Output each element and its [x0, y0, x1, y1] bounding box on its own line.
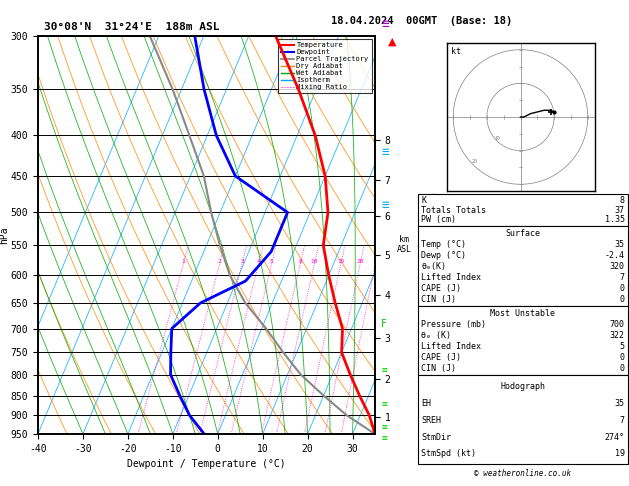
Text: Totals Totals: Totals Totals	[421, 206, 486, 215]
Text: 5: 5	[620, 342, 625, 351]
Text: 0: 0	[620, 364, 625, 373]
X-axis label: Dewpoint / Temperature (°C): Dewpoint / Temperature (°C)	[127, 459, 286, 469]
Text: 322: 322	[610, 331, 625, 340]
Text: 7: 7	[620, 416, 625, 425]
Text: 3: 3	[240, 259, 244, 263]
Text: -2.4: -2.4	[605, 251, 625, 260]
Text: CAPE (J): CAPE (J)	[421, 353, 461, 362]
Text: Hodograph: Hodograph	[501, 382, 545, 392]
Text: CIN (J): CIN (J)	[421, 295, 456, 304]
Text: 35: 35	[615, 399, 625, 408]
Text: ≡: ≡	[381, 199, 389, 212]
Text: 0: 0	[620, 295, 625, 304]
Text: 18.04.2024  00GMT  (Base: 18): 18.04.2024 00GMT (Base: 18)	[331, 16, 512, 26]
Text: K: K	[421, 196, 426, 205]
Text: 30°08'N  31°24'E  188m ASL: 30°08'N 31°24'E 188m ASL	[44, 22, 220, 32]
Text: kt: kt	[451, 48, 461, 56]
Text: © weatheronline.co.uk: © weatheronline.co.uk	[474, 469, 572, 478]
Text: Mixing Ratio (g/kg): Mixing Ratio (g/kg)	[431, 191, 440, 279]
Text: 320: 320	[610, 262, 625, 271]
Text: Lifted Index: Lifted Index	[421, 273, 481, 282]
Text: Temp (°C): Temp (°C)	[421, 240, 466, 249]
Legend: Temperature, Dewpoint, Parcel Trajectory, Dry Adiabat, Wet Adiabat, Isotherm, Mi: Temperature, Dewpoint, Parcel Trajectory…	[279, 39, 372, 93]
Text: ▲: ▲	[387, 37, 396, 47]
Text: ≡: ≡	[381, 399, 387, 409]
Text: 7: 7	[620, 273, 625, 282]
Text: 0: 0	[620, 284, 625, 293]
Text: Pressure (mb): Pressure (mb)	[421, 320, 486, 329]
Text: 20: 20	[472, 159, 477, 164]
Text: F: F	[381, 319, 387, 329]
Text: 20: 20	[357, 259, 364, 263]
Text: CAPE (J): CAPE (J)	[421, 284, 461, 293]
Text: 4: 4	[257, 259, 260, 263]
Text: 37: 37	[615, 206, 625, 215]
Text: SREH: SREH	[421, 416, 441, 425]
Text: 700: 700	[610, 320, 625, 329]
Text: 0: 0	[620, 353, 625, 362]
Text: 15: 15	[337, 259, 345, 263]
Y-axis label: km
ASL: km ASL	[397, 235, 412, 254]
Text: ≡: ≡	[381, 18, 389, 31]
Text: 1: 1	[182, 259, 186, 263]
Text: 1.35: 1.35	[605, 215, 625, 225]
Y-axis label: hPa: hPa	[0, 226, 9, 244]
Text: 8: 8	[299, 259, 302, 263]
Text: θₑ (K): θₑ (K)	[421, 331, 451, 340]
Text: Surface: Surface	[506, 229, 540, 238]
Text: 19: 19	[615, 450, 625, 458]
Text: StmSpd (kt): StmSpd (kt)	[421, 450, 476, 458]
Text: StmDir: StmDir	[421, 433, 451, 442]
Text: 8: 8	[620, 196, 625, 205]
Text: Most Unstable: Most Unstable	[491, 309, 555, 318]
Text: 35: 35	[615, 240, 625, 249]
Text: ≡: ≡	[381, 433, 387, 443]
Text: PW (cm): PW (cm)	[421, 215, 456, 225]
Text: Lifted Index: Lifted Index	[421, 342, 481, 351]
Text: 10: 10	[495, 136, 501, 141]
Text: ≡: ≡	[381, 422, 387, 432]
Text: 274°: 274°	[605, 433, 625, 442]
Text: Dewp (°C): Dewp (°C)	[421, 251, 466, 260]
Text: 5: 5	[270, 259, 274, 263]
Text: CIN (J): CIN (J)	[421, 364, 456, 373]
Text: 10: 10	[311, 259, 318, 263]
Text: 2: 2	[218, 259, 221, 263]
Text: ≡: ≡	[381, 365, 387, 375]
Text: ≡: ≡	[381, 146, 389, 158]
Text: EH: EH	[421, 399, 431, 408]
Text: θₑ(K): θₑ(K)	[421, 262, 446, 271]
